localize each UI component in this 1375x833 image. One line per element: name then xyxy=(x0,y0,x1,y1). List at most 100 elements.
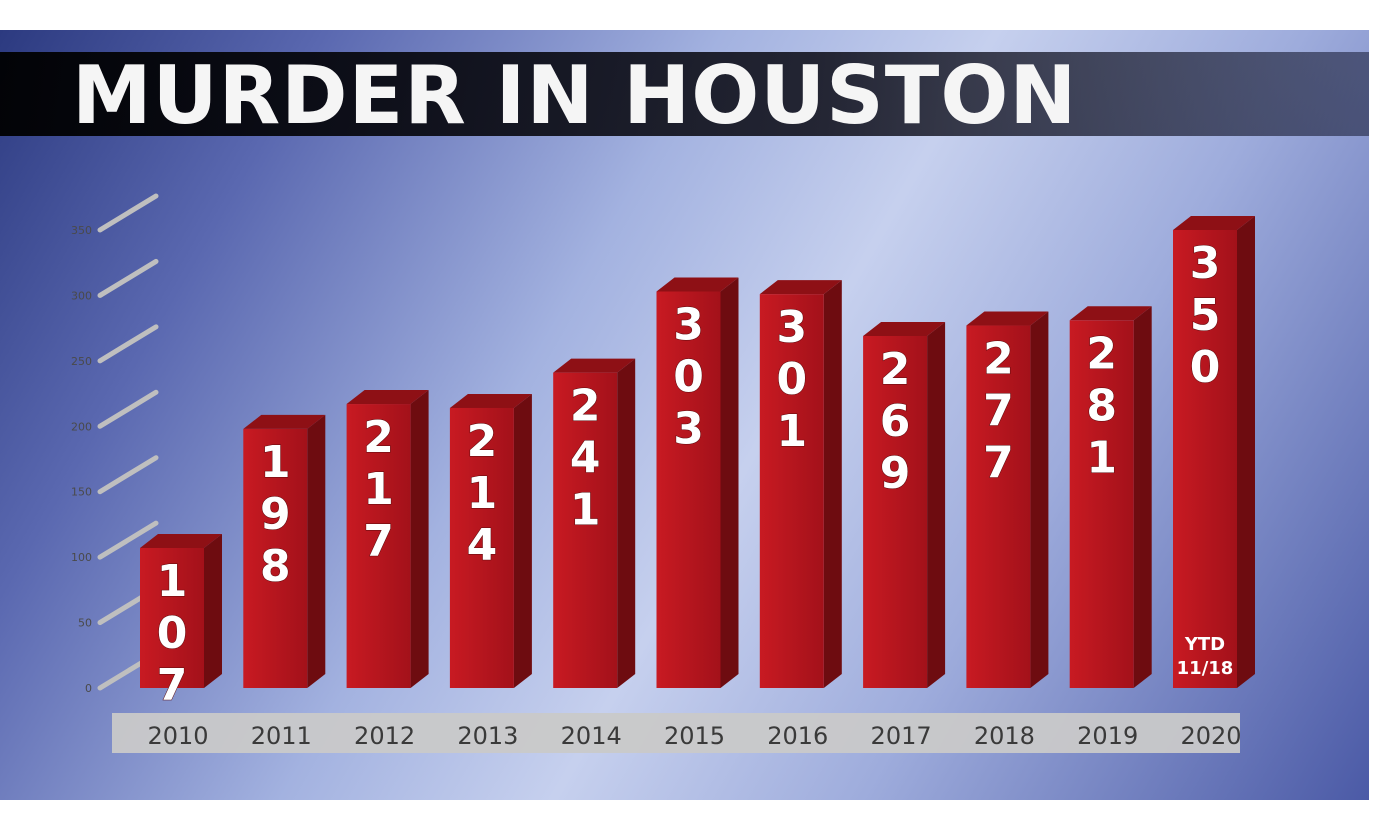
x-tick-label: 2019 xyxy=(1077,722,1138,750)
y-axis: 0 50 100 150 200 250 300 350 xyxy=(71,224,92,695)
y-tick-label: 300 xyxy=(71,289,92,302)
grid-line-diagonal xyxy=(97,258,159,298)
bar-value-digit: 1 xyxy=(260,437,291,488)
bar-value-digit: 2 xyxy=(570,381,601,432)
x-axis-band xyxy=(112,713,1240,753)
bar-side xyxy=(617,358,636,688)
bar-value-digit: 1 xyxy=(157,556,188,607)
bar-value-digit: 0 xyxy=(673,352,704,403)
x-tick-label: 2016 xyxy=(767,722,828,750)
bar xyxy=(553,372,618,688)
bar-value-digit: 0 xyxy=(1190,342,1221,393)
y-tick-label: 200 xyxy=(71,420,92,433)
bar-value-digit: 7 xyxy=(983,438,1014,489)
x-tick-label: 2011 xyxy=(251,722,312,750)
bar-top xyxy=(346,390,429,405)
bar-top xyxy=(863,321,946,336)
bar-side xyxy=(720,277,739,688)
chart-title: MURDER IN HOUSTON xyxy=(72,49,1078,142)
bar xyxy=(966,325,1031,688)
bar-side xyxy=(513,393,532,688)
grid-line-diagonal xyxy=(97,389,159,429)
bar-value-digit: 1 xyxy=(1086,432,1117,483)
x-tick-label: 2017 xyxy=(871,722,932,750)
bar xyxy=(140,547,204,688)
bar-value-digit: 2 xyxy=(1086,328,1117,379)
bar-side xyxy=(1133,306,1152,688)
grid-line-diagonal xyxy=(97,193,159,233)
bar-value-digit: 8 xyxy=(1086,380,1117,431)
bar-side xyxy=(927,321,946,688)
bar-value-digit: 9 xyxy=(260,489,291,540)
y-tick-label: 50 xyxy=(78,617,92,630)
bar-value-digit: 6 xyxy=(880,396,911,447)
bar-value-digit: 3 xyxy=(673,300,704,351)
bar-value-digit: 3 xyxy=(776,302,807,353)
x-tick-label: 2010 xyxy=(147,722,208,750)
grid-line-diagonal xyxy=(97,324,159,364)
bar-annotation: YTD xyxy=(1184,634,1225,655)
x-tick-label: 2020 xyxy=(1180,722,1241,750)
chart-background: MURDER IN HOUSTON 0 50 100 150 200 250 300 350 … xyxy=(0,30,1369,800)
bar-value-digit: 3 xyxy=(673,404,704,455)
bar-value-digit: 7 xyxy=(363,516,394,567)
bar-value-digit: 9 xyxy=(880,448,911,499)
x-tick-label: 2018 xyxy=(974,722,1035,750)
bar-side xyxy=(1030,311,1049,688)
bar-top xyxy=(1069,306,1152,321)
bar-value-digit: 0 xyxy=(776,354,807,405)
bar-top xyxy=(553,358,636,373)
bar-value-digit: 1 xyxy=(570,485,601,536)
bar-value-digit: 1 xyxy=(363,464,394,515)
bar-side xyxy=(410,390,429,688)
bar-annotation: 11/18 xyxy=(1177,658,1234,679)
bar-value-digit: 4 xyxy=(570,433,601,484)
bar xyxy=(1069,320,1134,688)
bar-side xyxy=(204,533,222,688)
bar-top xyxy=(449,393,532,408)
bar-value-digit: 1 xyxy=(776,406,807,457)
bar xyxy=(1173,230,1237,688)
x-tick-label: 2015 xyxy=(664,722,725,750)
x-tick-label: 2012 xyxy=(354,722,415,750)
bar-top xyxy=(966,311,1049,326)
bar xyxy=(863,335,928,688)
bar-value-digit: 7 xyxy=(157,660,188,711)
y-tick-label: 0 xyxy=(85,682,92,695)
y-tick-label: 100 xyxy=(71,551,92,564)
bar xyxy=(656,291,721,688)
bar-top xyxy=(1173,216,1255,230)
bar xyxy=(449,407,514,688)
bar-side xyxy=(307,414,326,688)
y-tick-label: 150 xyxy=(71,486,92,499)
bar-side xyxy=(823,280,842,688)
bar-value-digit: 7 xyxy=(983,386,1014,437)
bar-value-digit: 0 xyxy=(157,608,188,659)
bar-value-digit: 1 xyxy=(467,468,498,519)
bar-value-digit: 4 xyxy=(467,520,498,571)
bar-value-digit: 2 xyxy=(983,334,1014,385)
bar xyxy=(346,404,411,688)
bar-top xyxy=(656,277,739,292)
bar-top xyxy=(140,533,222,548)
bar-side xyxy=(1237,216,1255,688)
bar-value-digit: 8 xyxy=(260,541,291,592)
x-tick-label: 2014 xyxy=(561,722,622,750)
bar-value-digit: 5 xyxy=(1190,290,1221,341)
x-tick-label: 2013 xyxy=(457,722,518,750)
grid-line-diagonal xyxy=(97,455,159,495)
title-band xyxy=(0,52,1369,136)
bar-value-digit: 2 xyxy=(363,412,394,463)
y-tick-label: 350 xyxy=(71,224,92,237)
bars: 107198217214241303301269277281350YTD11/1… xyxy=(140,216,1255,711)
bar-value-digit: 2 xyxy=(467,416,498,467)
x-axis: 2010 2011 2012 2013 2014 2015 2016 2017 2018 2019… xyxy=(147,722,1241,750)
bar-value-digit: 2 xyxy=(880,344,911,395)
bar-value-digit: 3 xyxy=(1190,238,1221,289)
y-tick-label: 250 xyxy=(71,355,92,368)
bar xyxy=(759,294,824,688)
bar-top xyxy=(759,280,842,295)
grid-line-diagonal xyxy=(97,520,159,560)
bar-top xyxy=(243,414,326,429)
